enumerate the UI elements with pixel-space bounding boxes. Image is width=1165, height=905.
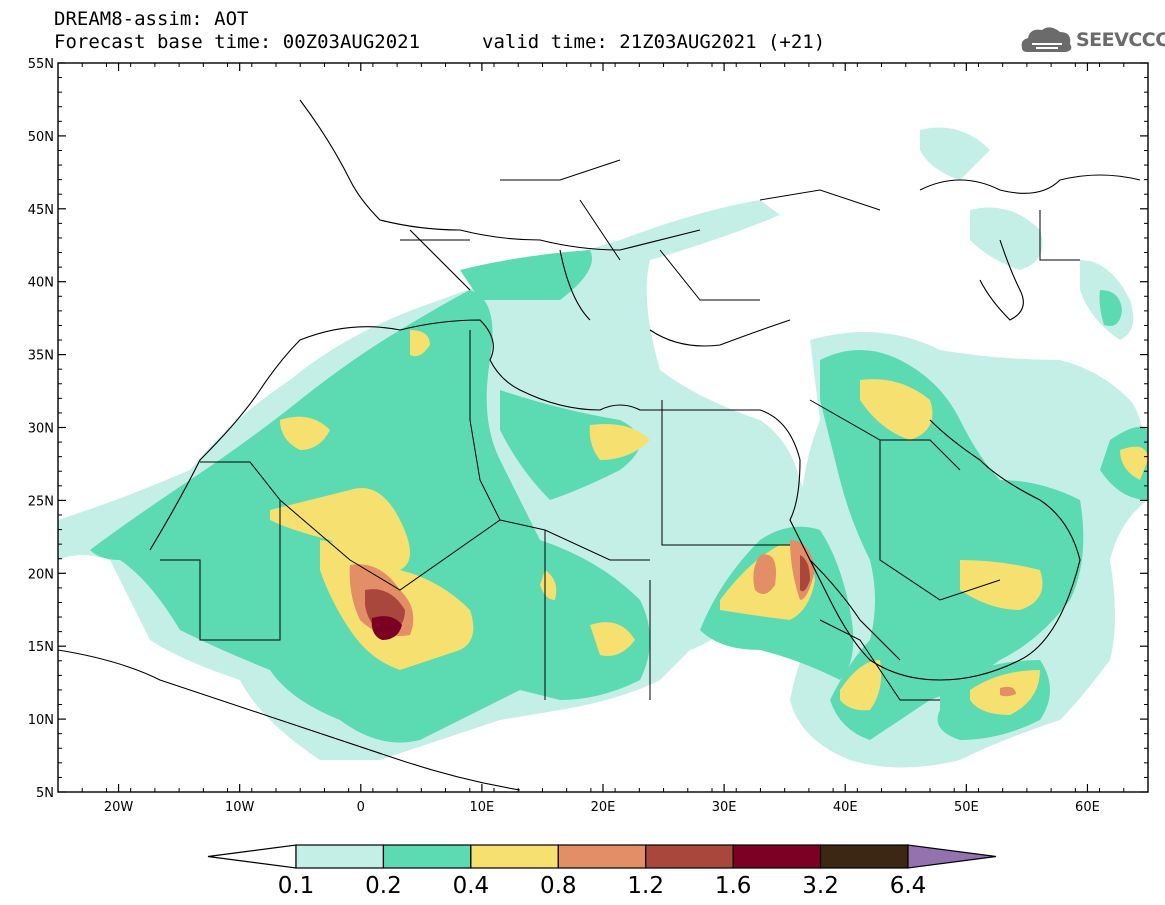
colorbar-segment [295, 844, 385, 869]
cloud-icon [1021, 27, 1072, 52]
lon-tick-label: 60E [1075, 800, 1100, 815]
colorbar-label: 0.2 [365, 873, 402, 899]
colorbar-segment [382, 844, 472, 869]
lat-tick-label: 50N [28, 130, 54, 145]
lon-tick-label: 0 [357, 800, 365, 815]
colorbar-segment [732, 844, 822, 869]
lat-axis: 55N 50N 45N 40N 35N 30N 25N 20N 15N 10N 5N [28, 57, 1148, 801]
colorbar-segment [819, 844, 909, 869]
map-title: DREAM8-assim: AOT [54, 8, 249, 30]
forecast-base-time: Forecast base time: 00Z03AUG2021 [54, 31, 421, 53]
logo-text: SEEVCCC [1076, 29, 1165, 51]
lat-tick-label: 35N [28, 349, 54, 364]
colorbar: 0.1 0.2 0.4 0.8 1.2 1.6 3.2 6.4 [207, 844, 997, 899]
colorbar-segment [470, 844, 559, 869]
aot-field [58, 99, 1148, 791]
lat-tick-label: 55N [28, 57, 54, 72]
colorbar-lower-arrow [207, 844, 297, 869]
colorbar-label: 1.2 [627, 873, 664, 899]
lat-tick-label: 15N [28, 640, 54, 655]
colorbar-label: 3.2 [802, 873, 839, 899]
lat-tick-label: 10N [28, 713, 54, 728]
lat-tick-label: 5N [36, 786, 54, 801]
lon-tick-label: 40E [833, 800, 858, 815]
lat-tick-label: 25N [28, 494, 54, 509]
lon-tick-label: 10E [470, 800, 495, 815]
colorbar-upper-arrow [907, 844, 997, 869]
lat-tick-label: 45N [28, 203, 54, 218]
colorbar-segment [645, 844, 734, 869]
colorbar-label: 0.1 [278, 873, 315, 899]
lat-tick-label: 40N [28, 276, 54, 291]
colorbar-label: 1.6 [715, 873, 752, 899]
valid-time: valid time: 21Z03AUG2021 (+21) [482, 31, 826, 53]
colorbar-label: 0.8 [540, 873, 577, 899]
colorbar-segment [557, 844, 647, 869]
colorbar-label: 6.4 [890, 873, 927, 899]
lon-tick-label: 10W [225, 800, 255, 815]
lon-tick-label: 30E [712, 800, 737, 815]
colorbar-label: 0.4 [453, 873, 490, 899]
country-borders [160, 159, 1080, 701]
coastlines [58, 99, 1141, 791]
lon-axis: 20W 10W 0 10E 20E 30E 40E 50E 60E [57, 63, 1149, 815]
aot-level-1.6 [371, 616, 402, 640]
lon-tick-label: 20W [104, 800, 134, 815]
lon-tick-label: 50E [954, 800, 979, 815]
lon-tick-label: 20E [591, 800, 616, 815]
lat-tick-label: 30N [28, 422, 54, 437]
lat-tick-label: 20N [28, 567, 54, 582]
